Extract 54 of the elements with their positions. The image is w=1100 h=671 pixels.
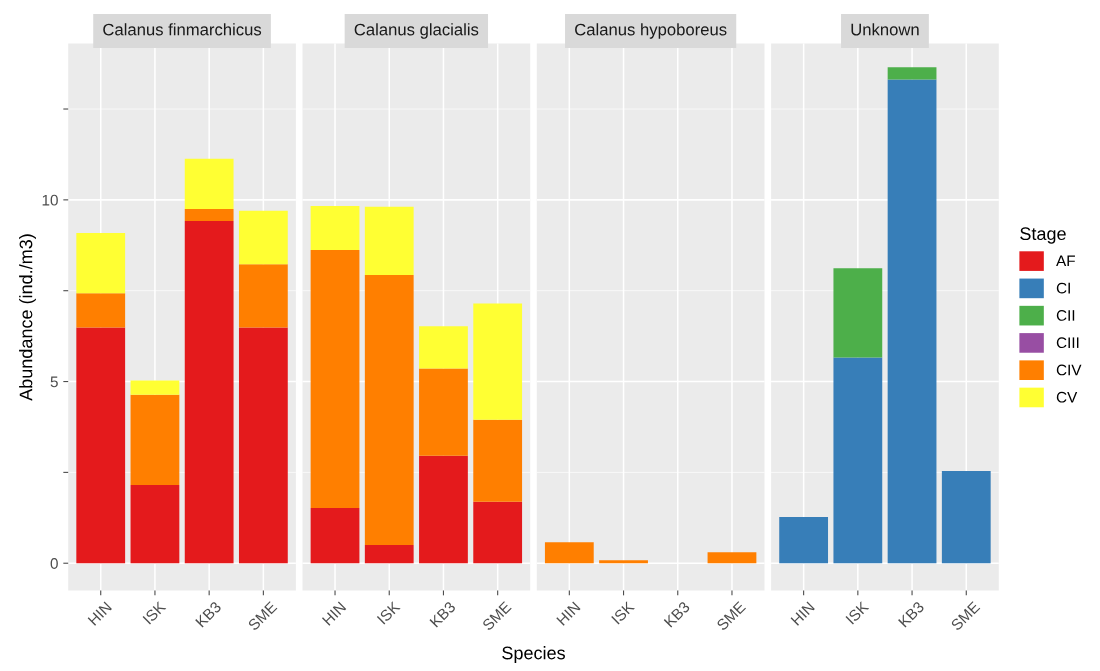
legend-label: CI [1056, 282, 1070, 294]
bar [419, 326, 468, 369]
legend-label: CV [1056, 391, 1078, 403]
bar [473, 303, 523, 420]
legend-title: Stage [1020, 227, 1066, 244]
legend-label: CIV [1056, 364, 1082, 376]
bar [310, 508, 360, 564]
legend-label: CIII [1056, 337, 1079, 349]
x-tick-label: HIN [87, 601, 112, 626]
x-tick-label: ISK [376, 600, 401, 625]
x-tick-label: ISK [845, 600, 870, 625]
bar [779, 517, 829, 564]
y-tick-label: 5 [50, 376, 58, 388]
x-tick-label: ISK [142, 600, 167, 625]
bar [310, 206, 360, 251]
y-tick-label: 0 [50, 558, 58, 569]
y-tick-label: 10 [42, 194, 58, 206]
bar [238, 264, 288, 328]
chart-title: Calanus glacialis [354, 23, 479, 39]
x-tick-label: HIN [790, 601, 815, 626]
bar [310, 250, 360, 508]
bar [238, 327, 288, 564]
bar [419, 455, 468, 564]
bar [76, 327, 126, 564]
bar [130, 394, 180, 486]
legend-label: CII [1056, 309, 1075, 321]
bar [473, 419, 523, 502]
chart-title: Calanus finmarchicus [103, 23, 262, 36]
bar [833, 268, 883, 358]
y-axis-title: Abundance (ind./m3) [19, 234, 36, 401]
bar [130, 485, 180, 564]
bar [941, 470, 991, 564]
bar [887, 67, 937, 80]
bar [887, 79, 937, 564]
chart-title: Unknown [851, 23, 919, 36]
bar [184, 158, 234, 209]
chart-title: Calanus hypoboreus [575, 23, 727, 39]
bar [833, 357, 883, 564]
x-tick-label: HIN [321, 601, 347, 626]
x-axis-title: Species [502, 646, 565, 663]
bar [364, 545, 414, 564]
bar [473, 501, 523, 564]
bar [184, 208, 234, 221]
bar [130, 380, 180, 395]
bar [364, 206, 414, 276]
bar [364, 275, 414, 546]
x-tick-label: HIN [556, 601, 581, 626]
bar [76, 293, 126, 328]
x-tick-label: ISK [611, 600, 636, 625]
bar [238, 210, 288, 265]
bar [184, 220, 234, 564]
legend-label: AF [1056, 255, 1075, 267]
bar [76, 232, 126, 294]
bar [419, 368, 468, 456]
